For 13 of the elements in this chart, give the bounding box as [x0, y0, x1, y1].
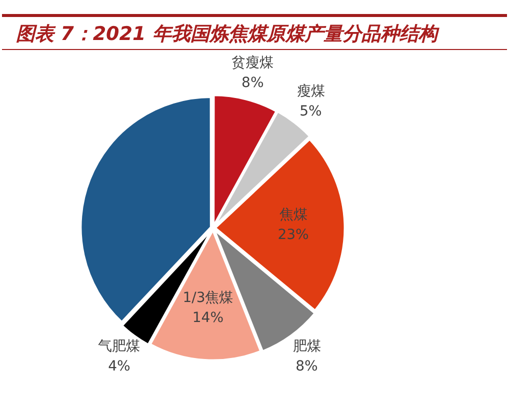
data-label: 14%	[192, 310, 224, 326]
data-label: 4%	[108, 358, 130, 375]
chart-title: 图表 7：2021 年我国炼焦煤原煤产量分品种结构	[16, 22, 438, 47]
data-label: 8%	[296, 358, 318, 375]
slice-label: 气肥煤	[98, 338, 140, 355]
data-label: 5%	[300, 104, 322, 120]
slice-label: 瘦煤	[296, 84, 325, 100]
slice-label: 贫瘦煤	[232, 55, 274, 72]
slice-label: 焦煤	[279, 207, 308, 224]
data-label: 8%	[242, 75, 264, 92]
slice-label: 1/3焦煤	[182, 290, 234, 306]
data-label: 23%	[278, 227, 309, 244]
slice-label: 肥煤	[292, 338, 321, 355]
